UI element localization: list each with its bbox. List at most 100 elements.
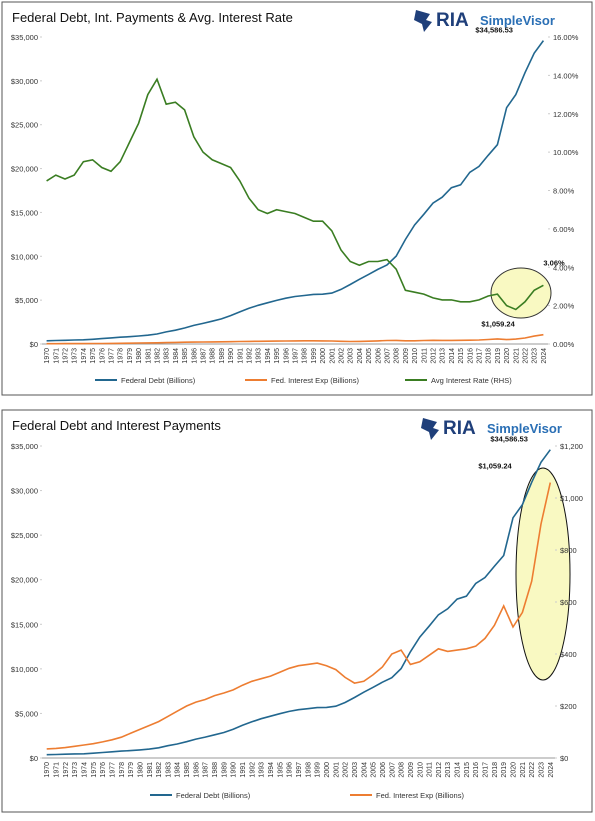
y2-tick-label: 10.00% — [553, 148, 579, 157]
x-tick-label: 1997 — [296, 762, 303, 778]
y-tick-label: $5,000 — [15, 296, 38, 305]
y-tick-label: $20,000 — [11, 165, 38, 174]
brand-icon — [414, 10, 432, 32]
legend-label: Federal Debt (Billions) — [176, 791, 251, 800]
legend-label: Fed. Interest Exp (Billions) — [271, 376, 359, 385]
x-tick-label: 1977 — [109, 762, 116, 778]
x-tick-label: 2017 — [477, 348, 484, 364]
y2-tick-label: 14.00% — [553, 71, 579, 80]
y-tick-label: $15,000 — [11, 620, 38, 629]
y2-tick-label: 12.00% — [553, 110, 579, 119]
brand-name: RIA — [436, 10, 469, 31]
x-tick-label: 2019 — [501, 762, 508, 778]
x-tick-label: 2001 — [329, 348, 336, 364]
x-tick-label: 1975 — [90, 348, 97, 364]
x-tick-label: 1999 — [315, 762, 322, 778]
x-tick-label: 2002 — [343, 762, 350, 778]
x-tick-label: 1978 — [119, 762, 126, 778]
x-tick-label: 1974 — [81, 348, 88, 364]
x-tick-label: 2022 — [529, 762, 536, 778]
x-tick-label: 2014 — [449, 348, 456, 364]
y-tick-label: $0 — [30, 340, 38, 349]
legend-label: Avg Interest Rate (RHS) — [431, 376, 512, 385]
y2-tick-label: $600 — [560, 598, 577, 607]
x-tick-label: 1982 — [155, 348, 162, 364]
chart-title: Federal Debt, Int. Payments & Avg. Inter… — [12, 10, 293, 25]
brand-name: RIA — [443, 418, 476, 439]
y2-tick-label: 4.00% — [553, 263, 575, 272]
x-tick-label: 1992 — [249, 762, 256, 778]
value-label: $34,586.53 — [490, 435, 528, 444]
y2-tick-label: 0.00% — [553, 340, 575, 349]
x-tick-label: 1979 — [127, 348, 134, 364]
x-tick-label: 1977 — [109, 348, 116, 364]
value-label: $34,586.53 — [475, 26, 513, 35]
x-tick-label: 1988 — [212, 762, 219, 778]
y2-tick-label: $0 — [560, 754, 568, 763]
x-tick-label: 2023 — [539, 762, 546, 778]
x-tick-label: 1978 — [118, 348, 125, 364]
x-tick-label: 1998 — [302, 348, 309, 364]
y2-tick-label: 2.00% — [553, 302, 575, 311]
x-tick-label: 1981 — [145, 348, 152, 364]
x-tick-label: 2021 — [513, 348, 520, 364]
x-tick-label: 1987 — [203, 762, 210, 778]
x-tick-label: 2010 — [412, 348, 419, 364]
x-tick-label: 2007 — [385, 348, 392, 364]
x-tick-label: 2009 — [408, 762, 415, 778]
x-tick-label: 2018 — [492, 762, 499, 778]
x-tick-label: 1975 — [91, 762, 98, 778]
x-tick-label: 1994 — [268, 762, 275, 778]
x-tick-label: 2008 — [394, 348, 401, 364]
chart-frame — [1, 409, 593, 813]
x-tick-label: 2021 — [520, 762, 527, 778]
x-tick-label: 2007 — [389, 762, 396, 778]
x-tick-label: 1981 — [147, 762, 154, 778]
x-tick-label: 1986 — [191, 348, 198, 364]
legend-label: Fed. Interest Exp (Billions) — [376, 791, 464, 800]
series-line — [46, 333, 544, 345]
x-tick-label: 1985 — [182, 348, 189, 364]
x-tick-label: 1990 — [228, 348, 235, 364]
x-tick-label: 2005 — [366, 348, 373, 364]
x-tick-label: 1996 — [287, 762, 294, 778]
x-tick-label: 2013 — [440, 348, 447, 364]
x-tick-label: 2004 — [357, 348, 364, 364]
x-tick-label: 1987 — [201, 348, 208, 364]
y2-tick-label: 6.00% — [553, 225, 575, 234]
x-tick-label: 1999 — [311, 348, 318, 364]
legend-label: Federal Debt (Billions) — [121, 376, 196, 385]
x-tick-label: 1986 — [193, 762, 200, 778]
y2-tick-label: $200 — [560, 702, 577, 711]
y2-tick-label: $400 — [560, 650, 577, 659]
x-tick-label: 1998 — [305, 762, 312, 778]
y-tick-label: $25,000 — [11, 531, 38, 540]
highlight-ellipse — [490, 267, 552, 319]
x-tick-label: 2024 — [548, 762, 555, 778]
y-tick-label: $25,000 — [11, 121, 38, 130]
x-tick-label: 2009 — [403, 348, 410, 364]
x-tick-label: 2005 — [371, 762, 378, 778]
x-tick-label: 2020 — [511, 762, 518, 778]
x-tick-label: 1985 — [184, 762, 191, 778]
y2-tick-label: 16.00% — [553, 33, 579, 42]
value-label: $1,059.24 — [478, 462, 512, 471]
x-tick-label: 1980 — [136, 348, 143, 364]
x-tick-label: 1988 — [210, 348, 217, 364]
x-tick-label: 2015 — [458, 348, 465, 364]
chart-title: Federal Debt and Interest Payments — [12, 418, 221, 433]
brand-product: SimpleVisor — [480, 13, 555, 28]
x-tick-label: 2016 — [467, 348, 474, 364]
chart-frame — [1, 1, 593, 396]
x-tick-label: 2000 — [324, 762, 331, 778]
brand-icon — [421, 418, 439, 440]
x-tick-label: 1991 — [237, 348, 244, 364]
x-tick-label: 2022 — [523, 348, 530, 364]
x-tick-label: 1989 — [219, 348, 226, 364]
y-tick-label: $5,000 — [15, 709, 38, 718]
x-tick-label: 1994 — [265, 348, 272, 364]
x-tick-label: 1983 — [165, 762, 172, 778]
x-tick-label: 1972 — [63, 348, 70, 364]
